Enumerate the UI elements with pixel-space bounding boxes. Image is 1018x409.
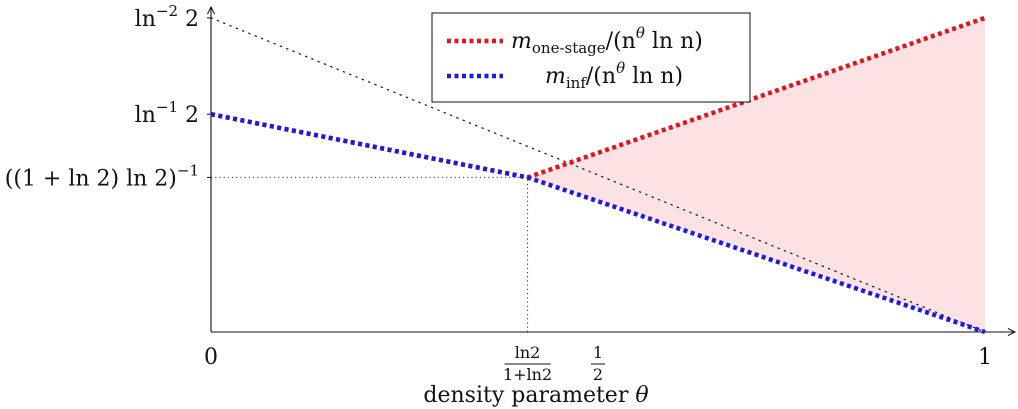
legend-subscript: inf [566, 74, 587, 92]
legend-term-sup: θ [616, 59, 625, 77]
axes-layer [207, 5, 1017, 336]
legend-symbol: m [511, 29, 532, 54]
y-tick-base: ln [135, 7, 156, 32]
y-tick-label-2: ((1 + ln 2) ln 2)−1 [5, 161, 199, 191]
y-tick-label-0: ln−2 2 [135, 2, 199, 32]
legend-box [431, 12, 751, 103]
legend-subscript: one-stage [532, 39, 606, 57]
legend-label-inf: minf/(nθ ln n) [545, 59, 683, 92]
shaded-region-layer [527, 17, 985, 333]
y-tick-label-1: ln−1 2 [135, 98, 199, 128]
y-tick-sup: −1 [156, 98, 178, 116]
y-tick-labels: ln−2 2ln−1 2((1 + ln 2) ln 2)−1 [5, 2, 211, 191]
x-axis-arrow [1007, 328, 1017, 336]
legend-term: /(n [586, 64, 616, 89]
x-tick-denominator: 2 [593, 365, 603, 384]
legend-term: /(n [606, 29, 636, 54]
x-tick-fraction-1: ln2 1+ln2 [503, 343, 552, 384]
y-axis-arrow [207, 5, 215, 15]
y-tick-tail: 2 [178, 7, 199, 32]
x-tick-label-0: 0 [204, 345, 218, 370]
x-tick-label-3: 1 [978, 345, 992, 370]
shaded-region [527, 17, 985, 333]
y-tick-tail: 2 [178, 103, 199, 128]
x-tick-numerator: ln2 [515, 343, 541, 362]
y-tick-sup: −2 [156, 2, 178, 20]
x-tick-denominator: 1+ln2 [503, 365, 552, 384]
x-tick-fraction-2: 12 [591, 343, 605, 384]
y-tick-sup: −1 [177, 161, 199, 179]
guide-lines-layer [210, 17, 986, 333]
y-tick-base: ln [135, 103, 156, 128]
legend-label-one_stage: mone-stage/(nθ ln n) [511, 24, 703, 57]
legend-symbol: m [545, 64, 566, 89]
x-axis-label: density parameter θ [423, 383, 648, 408]
x-tick-numerator: 1 [593, 343, 603, 362]
y-tick-base: ((1 + ln 2) ln 2) [5, 166, 177, 191]
legend: mone-stage/(nθ ln n)minf/(nθ ln n) [431, 12, 751, 103]
legend-term-sup: θ [636, 24, 645, 42]
legend-term-tail: ln n) [625, 64, 683, 89]
legend-term-tail: ln n) [645, 29, 703, 54]
